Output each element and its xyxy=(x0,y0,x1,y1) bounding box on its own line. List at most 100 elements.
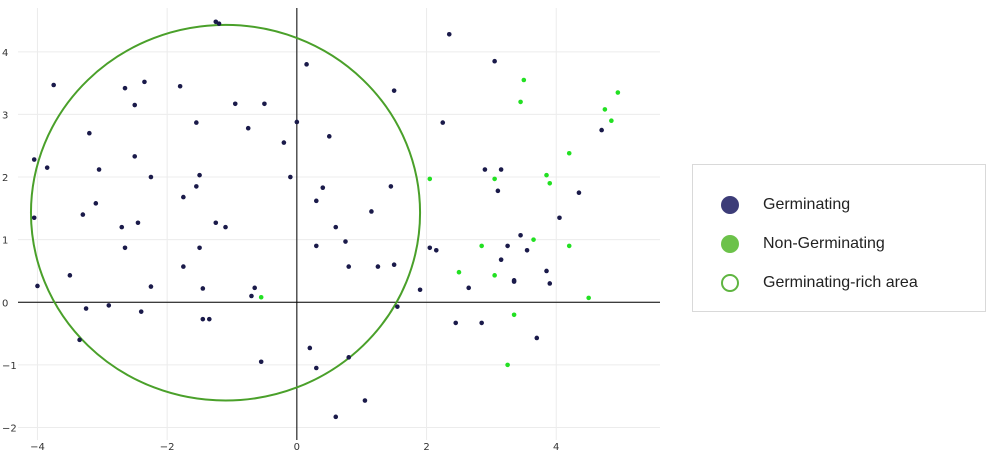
germinating-point xyxy=(223,225,228,230)
germinating-point xyxy=(346,264,351,269)
legend-symbol-germinating xyxy=(721,196,739,214)
germinating-rich-area-circle xyxy=(31,25,420,401)
region-layer xyxy=(31,25,420,401)
germinating-point xyxy=(314,244,319,249)
germinating-point xyxy=(427,245,432,250)
germinating-point xyxy=(547,281,552,286)
germinating-point xyxy=(499,257,504,262)
germinating-point xyxy=(518,233,523,238)
germinating-point xyxy=(453,321,458,326)
germinating-point xyxy=(249,294,254,299)
germinating-point xyxy=(304,62,309,67)
germinating-point xyxy=(142,80,147,85)
legend-item-germinating: Germinating xyxy=(721,193,850,217)
germinating-point xyxy=(466,286,471,291)
germinating-point xyxy=(32,215,37,220)
non-germinating-point xyxy=(522,78,527,83)
germinating-point xyxy=(262,101,267,106)
germinating-point xyxy=(483,167,488,172)
legend-label-germinating-rich-area: Germinating-rich area xyxy=(763,274,918,292)
germinating-point xyxy=(197,173,202,178)
germinating-point xyxy=(139,309,144,314)
germinating-point xyxy=(369,209,374,214)
germinating-point xyxy=(392,88,397,93)
germinating-point xyxy=(363,398,368,403)
germinating-point xyxy=(201,286,206,291)
germinating-point xyxy=(496,189,501,194)
germinating-point xyxy=(479,321,484,326)
germinating-point xyxy=(81,212,86,217)
germinating-point xyxy=(376,264,381,269)
x-tick-label: 4 xyxy=(553,442,559,452)
germinating-point xyxy=(51,83,56,88)
germinating-point xyxy=(77,338,82,343)
legend-label-non-germinating: Non-Germinating xyxy=(763,235,885,253)
germinating-point xyxy=(213,220,218,225)
germinating-point xyxy=(259,359,264,364)
non-germinating-point xyxy=(616,90,621,95)
germinating-point xyxy=(233,101,238,106)
germinating-point xyxy=(132,154,137,159)
legend-symbol-germinating-rich-area xyxy=(721,274,739,292)
germinating-point xyxy=(282,140,287,145)
legend: Germinating Non-Germinating Germinating-… xyxy=(692,164,986,312)
germinating-point xyxy=(314,199,319,204)
legend-item-germinating-rich-area: Germinating-rich area xyxy=(721,271,918,295)
germinating-point xyxy=(87,131,92,136)
germinating-point xyxy=(136,220,141,225)
germinating-point xyxy=(84,306,89,311)
tick-labels: −4 −2 0 2 4 −2 −1 0 1 2 3 4 xyxy=(2,48,559,452)
non-germinating-point xyxy=(505,363,510,368)
germinating-point xyxy=(181,195,186,200)
x-tick-label: −2 xyxy=(160,442,175,452)
germinating-point xyxy=(314,366,319,371)
non-germinating-point xyxy=(609,118,614,123)
germinating-point xyxy=(599,128,604,133)
germinating-point xyxy=(499,167,504,172)
non-germinating-point xyxy=(457,270,462,275)
germinating-point xyxy=(201,317,206,322)
non-germinating-point xyxy=(544,173,549,178)
non-germinating-point xyxy=(492,273,497,278)
germinating-point xyxy=(418,287,423,292)
non-germinating-point xyxy=(259,295,264,300)
germinating-point xyxy=(178,84,183,89)
germinating-point xyxy=(68,273,73,278)
y-tick-label: 0 xyxy=(2,298,8,309)
germinating-point xyxy=(149,284,154,289)
non-germinating-point xyxy=(531,237,536,242)
non-germinating-point xyxy=(492,177,497,182)
y-tick-label: 4 xyxy=(2,48,8,59)
y-tick-label: 1 xyxy=(2,236,8,247)
axes xyxy=(18,8,660,440)
legend-item-non-germinating: Non-Germinating xyxy=(721,232,885,256)
y-tick-label: 3 xyxy=(2,110,8,121)
x-tick-label: 0 xyxy=(294,442,300,452)
non-germinating-point xyxy=(586,296,591,301)
germinating-point xyxy=(512,278,517,283)
non-germinating-point xyxy=(512,312,517,317)
non-germinating-point xyxy=(518,100,523,105)
germinating-point xyxy=(194,120,199,125)
legend-label-germinating: Germinating xyxy=(763,196,850,214)
germinating-point xyxy=(333,415,338,420)
germinating-point xyxy=(333,225,338,230)
germinating-point xyxy=(434,248,439,253)
germinating-point xyxy=(94,201,99,206)
germinating-point xyxy=(295,120,300,125)
germinating-point xyxy=(392,262,397,267)
non-germinating-point xyxy=(603,107,608,112)
germinating-point xyxy=(389,184,394,189)
germinating-point xyxy=(132,103,137,108)
germinating-point xyxy=(246,126,251,131)
x-tick-label: −4 xyxy=(30,442,45,452)
germinating-point xyxy=(217,21,222,26)
non-germinating-point xyxy=(479,244,484,249)
germinating-point xyxy=(327,134,332,139)
germinating-point xyxy=(45,165,50,170)
germinating-point xyxy=(492,59,497,64)
grid-lines xyxy=(18,8,660,440)
germinating-point xyxy=(123,245,128,250)
non-germinating-point xyxy=(427,177,432,182)
germinating-point xyxy=(320,185,325,190)
